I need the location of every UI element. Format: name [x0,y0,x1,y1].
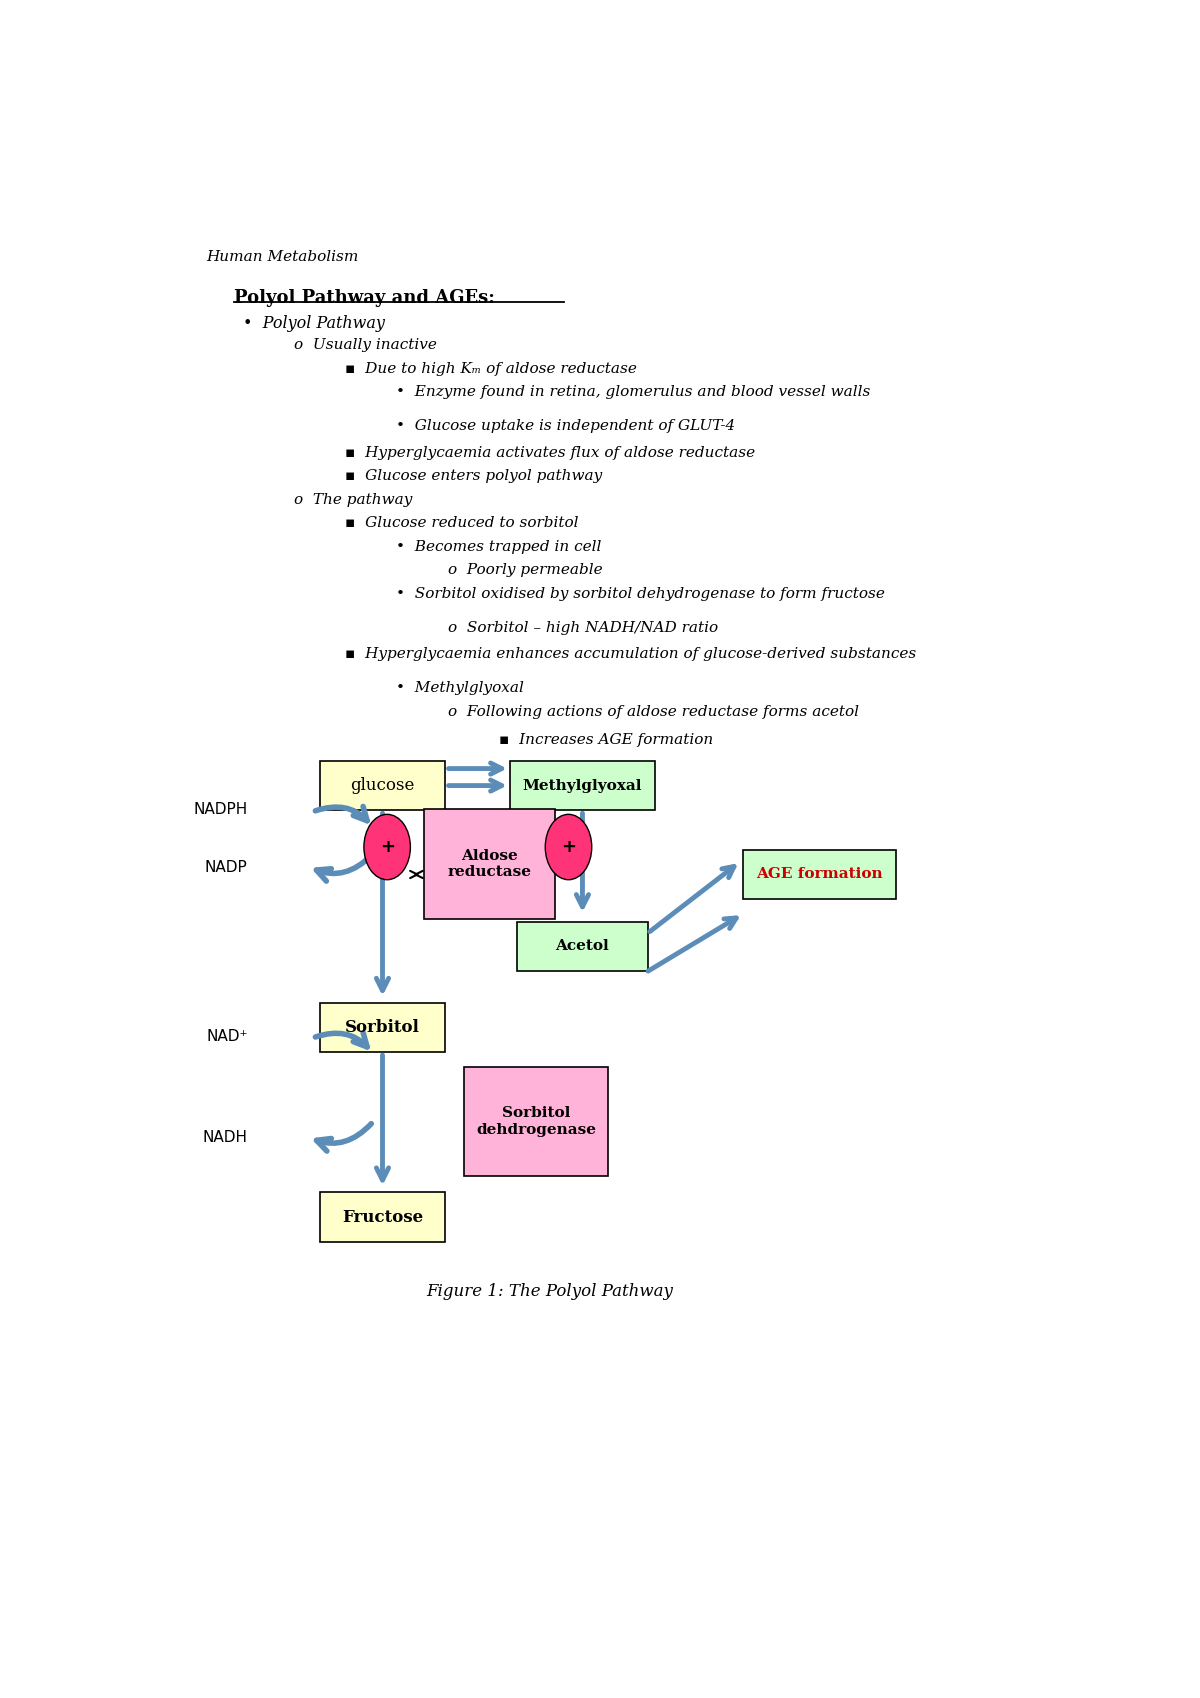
Text: ▪  Hyperglycaemia activates flux of aldose reductase: ▪ Hyperglycaemia activates flux of aldos… [346,445,756,460]
Text: o  Poorly permeable: o Poorly permeable [448,564,602,577]
Text: +: + [379,839,395,856]
Text: AGE formation: AGE formation [756,868,883,881]
Text: o  Sorbitol – high NADH/NAD ratio: o Sorbitol – high NADH/NAD ratio [448,621,718,635]
Text: Acetol: Acetol [556,939,610,953]
Text: ▪  Hyperglycaemia enhances accumulation of glucose-derived substances: ▪ Hyperglycaemia enhances accumulation o… [346,647,917,661]
Text: Methylglyoxal: Methylglyoxal [523,779,642,793]
Text: •  Sorbitol oxidised by sorbitol dehydrogenase to form fructose: • Sorbitol oxidised by sorbitol dehydrog… [396,588,886,601]
Text: •  Enzyme found in retina, glomerulus and blood vessel walls: • Enzyme found in retina, glomerulus and… [396,385,871,399]
Ellipse shape [364,815,410,880]
FancyBboxPatch shape [425,810,554,919]
Text: Figure 1: The Polyol Pathway: Figure 1: The Polyol Pathway [426,1284,673,1301]
Text: NADPH: NADPH [193,801,247,817]
Text: NADH: NADH [203,1129,247,1144]
FancyBboxPatch shape [510,761,654,810]
Text: •  Methylglyoxal: • Methylglyoxal [396,681,524,694]
Text: NADP: NADP [205,861,247,876]
Text: +: + [562,839,576,856]
Text: o  The pathway: o The pathway [294,492,413,506]
Text: Fructose: Fructose [342,1209,424,1226]
FancyBboxPatch shape [464,1066,608,1177]
Text: Polyol Pathway and AGEs:: Polyol Pathway and AGEs: [234,289,494,307]
Text: ▪  Due to high Kₘ of aldose reductase: ▪ Due to high Kₘ of aldose reductase [346,362,637,375]
Text: ▪  Increases AGE formation: ▪ Increases AGE formation [499,734,713,747]
Text: •  Glucose uptake is independent of GLUT-4: • Glucose uptake is independent of GLUT-… [396,419,736,433]
Text: Sorbitol
dehdrogenase: Sorbitol dehdrogenase [476,1107,596,1136]
Text: o  Following actions of aldose reductase forms acetol: o Following actions of aldose reductase … [448,705,859,718]
Text: o  Usually inactive: o Usually inactive [294,338,437,353]
Text: Human Metabolism: Human Metabolism [206,250,358,263]
FancyBboxPatch shape [319,761,445,810]
FancyBboxPatch shape [319,1192,445,1241]
Ellipse shape [545,815,592,880]
Text: Aldose
reductase: Aldose reductase [448,849,532,880]
Text: glucose: glucose [350,778,415,795]
FancyBboxPatch shape [319,1002,445,1053]
FancyBboxPatch shape [743,849,896,900]
Text: ▪  Glucose enters polyol pathway: ▪ Glucose enters polyol pathway [346,469,602,484]
Text: •  Polyol Pathway: • Polyol Pathway [242,314,385,331]
Text: Sorbitol: Sorbitol [346,1019,420,1036]
FancyBboxPatch shape [517,922,648,971]
Text: •  Becomes trapped in cell: • Becomes trapped in cell [396,540,602,554]
Text: NAD⁺: NAD⁺ [206,1029,247,1044]
Text: ▪  Glucose reduced to sorbitol: ▪ Glucose reduced to sorbitol [346,516,578,530]
